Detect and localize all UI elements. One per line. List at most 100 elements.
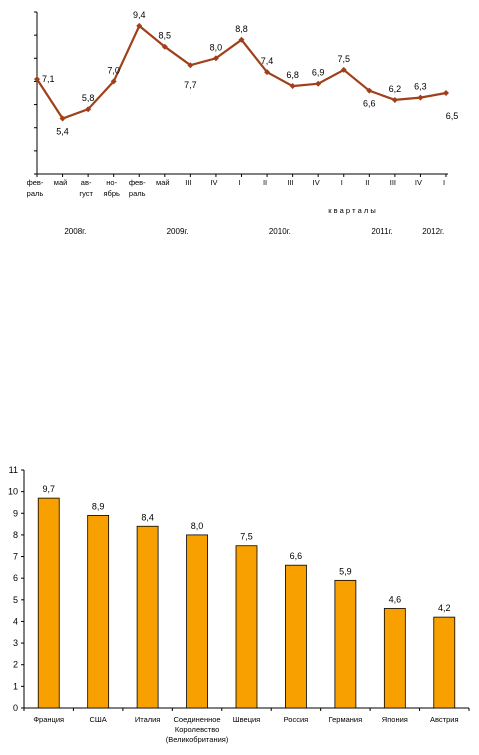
y-tick-label: 10 (8, 487, 18, 497)
year-label: 2009г. (167, 227, 189, 236)
x-tick-label: IV (415, 178, 422, 187)
bar-value-label: 8,0 (191, 521, 204, 531)
x-tick-label: II (365, 178, 369, 187)
category-label: Германия (329, 715, 363, 724)
y-tick-label: 5 (13, 595, 18, 605)
x-tick-label: май (156, 178, 170, 187)
bar-value-label: 4,2 (438, 603, 451, 613)
x-tick-label: III (287, 178, 293, 187)
bar (136, 525, 159, 709)
x-tick-label: раль (129, 189, 146, 198)
quarters-caption: к в а р т а л ы (328, 206, 376, 215)
data-point (289, 83, 296, 90)
bar (285, 564, 307, 709)
x-tick-label: IV (210, 178, 217, 187)
bar-value-label: 4,6 (389, 594, 402, 604)
x-tick-label: но- (106, 178, 117, 187)
bar (334, 579, 357, 709)
bar (433, 616, 456, 709)
data-point (391, 96, 398, 103)
category-label: Россия (284, 715, 309, 724)
data-label: 7,5 (337, 54, 350, 64)
x-tick-label: III (390, 178, 396, 187)
bar (383, 608, 406, 709)
year-label: 2011г. (371, 227, 392, 236)
x-tick-label: фев- (27, 178, 44, 187)
data-point (136, 22, 143, 29)
x-tick-label: раль (27, 189, 44, 198)
category-label: Италия (135, 715, 161, 724)
data-label: 6,5 (446, 111, 459, 121)
bar (235, 545, 258, 709)
data-label: 7,0 (107, 65, 120, 75)
y-tick-label: 3 (13, 638, 18, 648)
category-label: Королевство (175, 725, 219, 734)
bar-chart: 0 1 2 3 4 5 6 7 8 9 10 11 9,7 Франция 8,9 США 8,4 Италия 8… (8, 465, 470, 744)
data-point (417, 94, 424, 101)
data-point (238, 36, 245, 43)
bar (186, 534, 208, 709)
bar-value-label: 9,7 (42, 484, 55, 494)
y-tick-label: 1 (13, 681, 18, 691)
x-tick-label: ябрь (103, 189, 120, 198)
x-tick-label: ав- (81, 178, 92, 187)
bar-value-label: 8,4 (141, 512, 154, 522)
data-point (264, 69, 271, 76)
data-label: 6,2 (389, 84, 402, 94)
data-point (187, 62, 194, 69)
category-label: Соединенное (174, 715, 221, 724)
data-label: 9,4 (133, 10, 146, 20)
category-label: (Великобритания) (166, 735, 229, 744)
y-tick-label: 11 (9, 465, 18, 475)
data-label: 5,4 (56, 126, 69, 136)
y-tick-label: 7 (13, 552, 18, 562)
year-label: 2008г. (64, 227, 86, 236)
x-tick-label: I (443, 178, 445, 187)
x-tick-label: I (238, 178, 240, 187)
data-point (315, 80, 322, 87)
data-label: 8,8 (235, 24, 248, 34)
y-tick-label: 4 (13, 616, 18, 626)
data-point (85, 106, 92, 113)
data-label: 7,1 (42, 74, 55, 84)
data-label: 6,6 (363, 99, 376, 109)
year-label: 2012г. (422, 227, 444, 236)
data-label: 5,8 (82, 93, 95, 103)
data-point (340, 66, 347, 73)
bar-value-label: 7,5 (240, 532, 253, 542)
x-tick-label: IV (313, 178, 320, 187)
x-tick-label: май (54, 178, 68, 187)
category-label: Австрия (430, 715, 459, 724)
data-label: 7,4 (261, 56, 274, 66)
category-label: Франция (33, 715, 64, 724)
x-tick-label: III (185, 178, 191, 187)
bar-value-label: 6,6 (290, 551, 303, 561)
bar (87, 515, 110, 709)
data-point (161, 43, 168, 50)
x-tick-label: фев- (129, 178, 146, 187)
category-label: Япония (382, 715, 408, 724)
x-tick-label: II (263, 178, 267, 187)
data-label: 6,3 (414, 82, 427, 92)
line-chart: 7,1 5,4 5,8 7,0 9,4 8,5 7,7 8,0 8,8 7,4 6,8 6,9 7,5 6… (27, 10, 459, 236)
bar-value-label: 8,9 (92, 501, 105, 511)
data-label: 6,8 (286, 70, 299, 80)
y-tick-label: 2 (13, 660, 18, 670)
x-tick-label: густ (79, 189, 93, 198)
data-point (443, 90, 449, 96)
bar-value-label: 5,9 (339, 566, 352, 576)
data-point (34, 76, 40, 83)
y-tick-label: 8 (13, 530, 18, 540)
category-label: Швеция (233, 715, 261, 724)
y-tick-label: 9 (13, 508, 18, 518)
y-tick-label: 0 (13, 703, 18, 713)
data-label: 8,0 (210, 42, 223, 52)
y-tick-label: 6 (13, 573, 18, 583)
data-label: 8,5 (159, 31, 172, 41)
data-point (212, 55, 219, 62)
category-label: США (90, 715, 107, 724)
x-tick-label: I (341, 178, 343, 187)
data-point (110, 78, 117, 85)
data-point (366, 87, 373, 94)
year-label: 2010г. (269, 227, 291, 236)
